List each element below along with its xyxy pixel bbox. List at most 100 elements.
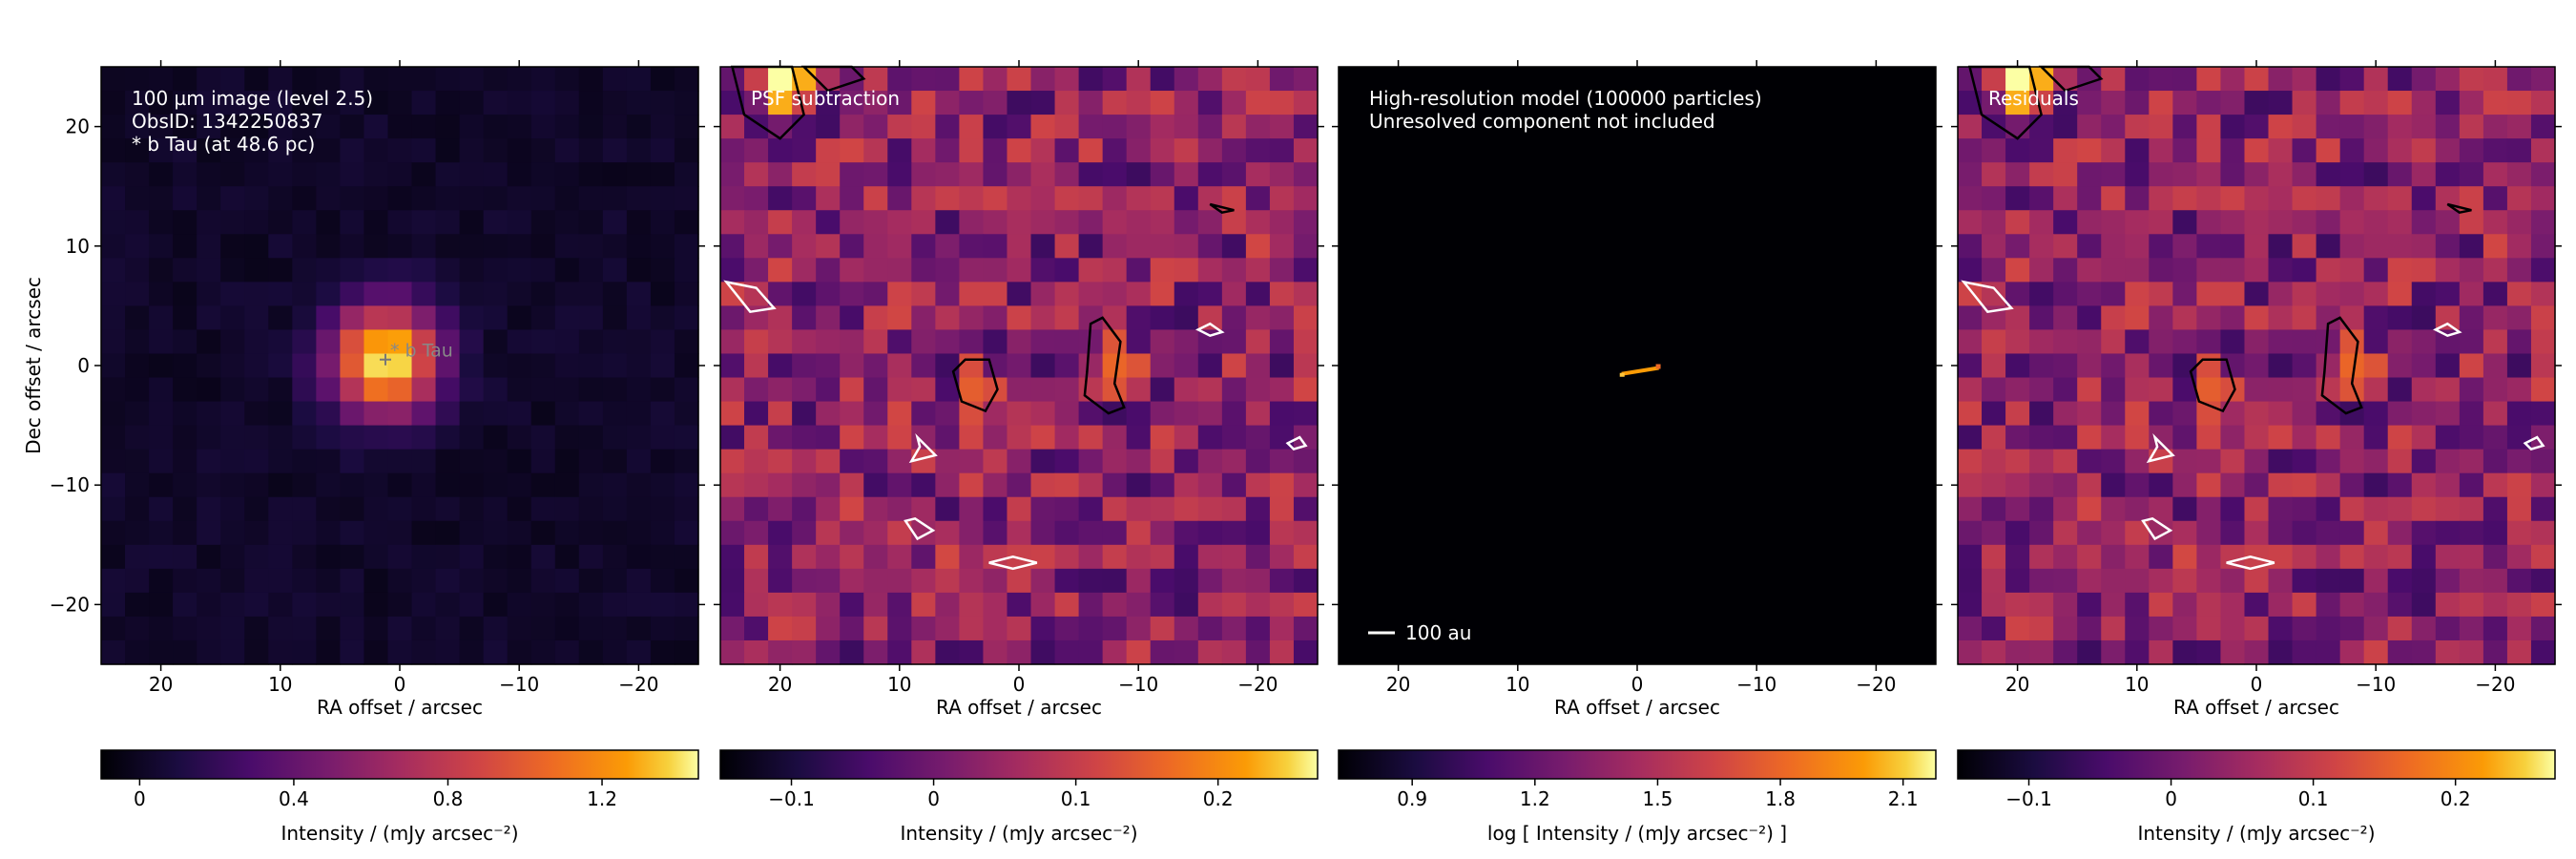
heatmap-cell bbox=[125, 496, 150, 522]
heatmap-cell bbox=[149, 616, 174, 641]
colorbar-tick-label: 2.1 bbox=[1888, 787, 1919, 810]
heatmap-cell bbox=[2339, 568, 2365, 594]
heatmap-cell bbox=[2220, 520, 2246, 546]
heatmap-cell bbox=[554, 258, 580, 283]
heatmap-cell bbox=[292, 472, 317, 498]
heatmap-cell bbox=[1007, 305, 1032, 331]
heatmap-cell bbox=[840, 138, 864, 163]
heatmap-cell bbox=[2435, 449, 2461, 474]
heatmap-cell bbox=[1221, 91, 1247, 115]
heatmap-cell bbox=[2029, 616, 2054, 641]
heatmap-cell bbox=[554, 186, 580, 211]
heatmap-cell bbox=[316, 234, 341, 259]
heatmap-cell bbox=[149, 258, 174, 283]
heatmap-cell bbox=[792, 377, 817, 403]
heatmap-cell bbox=[483, 472, 509, 498]
heatmap-cell bbox=[2149, 91, 2173, 115]
heatmap-cell bbox=[1054, 592, 1080, 618]
heatmap-cell bbox=[1221, 258, 1247, 283]
heatmap-cell bbox=[626, 496, 652, 522]
heatmap-cell bbox=[1197, 305, 1223, 331]
heatmap-cell bbox=[364, 425, 389, 450]
heatmap-cell bbox=[863, 401, 888, 427]
heatmap-cell bbox=[2506, 91, 2532, 115]
heatmap-cell bbox=[220, 234, 245, 259]
heatmap-cell bbox=[2005, 449, 2030, 474]
heatmap-cell bbox=[2506, 496, 2532, 522]
heatmap-cell bbox=[2316, 138, 2341, 163]
heatmap-cell bbox=[578, 377, 604, 403]
heatmap-cell bbox=[2387, 377, 2413, 403]
heatmap-cell bbox=[220, 115, 245, 139]
heatmap-cell bbox=[411, 401, 437, 427]
heatmap-cell bbox=[149, 592, 174, 618]
heatmap-cell bbox=[816, 210, 841, 235]
heatmap-cell bbox=[1030, 282, 1056, 306]
heatmap-cell bbox=[1030, 639, 1056, 665]
heatmap-cell bbox=[507, 568, 532, 594]
heatmap-cell bbox=[887, 258, 912, 283]
heatmap-cell bbox=[459, 234, 485, 259]
colorbar: −0.1 0 0.1 0.2 Intensity / (mJy arcsec⁻²) bbox=[1957, 749, 2556, 845]
heatmap-cell bbox=[387, 496, 413, 522]
heatmap-cell bbox=[268, 520, 293, 546]
heatmap-cell bbox=[1269, 258, 1295, 283]
heatmap-cell bbox=[197, 210, 221, 235]
heatmap-cell bbox=[1150, 616, 1175, 641]
heatmap-cell bbox=[602, 305, 628, 331]
heatmap-cell bbox=[530, 472, 556, 498]
heatmap-cell bbox=[292, 401, 317, 427]
heatmap-cell bbox=[197, 472, 221, 498]
heatmap-cell bbox=[435, 91, 461, 115]
heatmap-cell bbox=[2435, 425, 2461, 450]
heatmap-cell bbox=[1197, 210, 1223, 235]
heatmap-cell bbox=[364, 234, 389, 259]
heatmap-cell bbox=[2172, 449, 2197, 474]
heatmap-cell bbox=[292, 377, 317, 403]
heatmap-cell bbox=[2101, 186, 2126, 211]
heatmap-cell bbox=[887, 305, 912, 331]
heatmap-cell bbox=[364, 449, 389, 474]
heatmap-cell bbox=[125, 305, 150, 331]
heatmap-cell bbox=[578, 329, 604, 355]
heatmap-cell bbox=[1958, 162, 1983, 187]
heatmap-cell bbox=[2292, 377, 2317, 403]
model-background bbox=[1339, 67, 1936, 664]
heatmap-cell bbox=[578, 67, 604, 92]
heatmap-cell bbox=[507, 472, 532, 498]
heatmap-cell bbox=[530, 282, 556, 306]
heatmap-cell bbox=[2506, 449, 2532, 474]
heatmap-cell bbox=[2101, 162, 2126, 187]
heatmap-cell bbox=[2268, 234, 2294, 259]
heatmap-cell bbox=[2530, 282, 2556, 306]
heatmap-cell bbox=[2244, 353, 2270, 379]
disk-ansa bbox=[1619, 372, 1625, 377]
heatmap-cell bbox=[1245, 639, 1271, 665]
heatmap-cell bbox=[2292, 186, 2317, 211]
heatmap-cell bbox=[173, 472, 197, 498]
heatmap-cell bbox=[578, 401, 604, 427]
heatmap-cell bbox=[244, 472, 269, 498]
heatmap-cell bbox=[435, 449, 461, 474]
x-tick-label: 0 bbox=[1631, 673, 1644, 696]
heatmap-cell bbox=[149, 472, 174, 498]
heatmap-cell bbox=[1007, 377, 1032, 403]
heatmap-cell bbox=[2483, 472, 2508, 498]
heatmap-cell bbox=[602, 592, 628, 618]
heatmap-cell bbox=[744, 91, 769, 115]
heatmap-cell bbox=[1078, 234, 1104, 259]
heatmap-cell bbox=[244, 210, 269, 235]
heatmap-cell bbox=[2483, 91, 2508, 115]
heatmap-cell bbox=[911, 91, 936, 115]
heatmap-cell bbox=[268, 115, 293, 139]
heatmap-cell bbox=[816, 305, 841, 331]
heatmap-cell bbox=[959, 138, 985, 163]
heatmap-cell bbox=[1221, 377, 1247, 403]
heatmap-cell bbox=[2029, 496, 2054, 522]
heatmap-cell bbox=[2029, 520, 2054, 546]
heatmap-cell bbox=[1102, 472, 1128, 498]
heatmap-cell bbox=[959, 353, 985, 379]
heatmap-cell bbox=[173, 449, 197, 474]
heatmap-cell bbox=[935, 639, 960, 665]
heatmap-cell bbox=[268, 472, 293, 498]
